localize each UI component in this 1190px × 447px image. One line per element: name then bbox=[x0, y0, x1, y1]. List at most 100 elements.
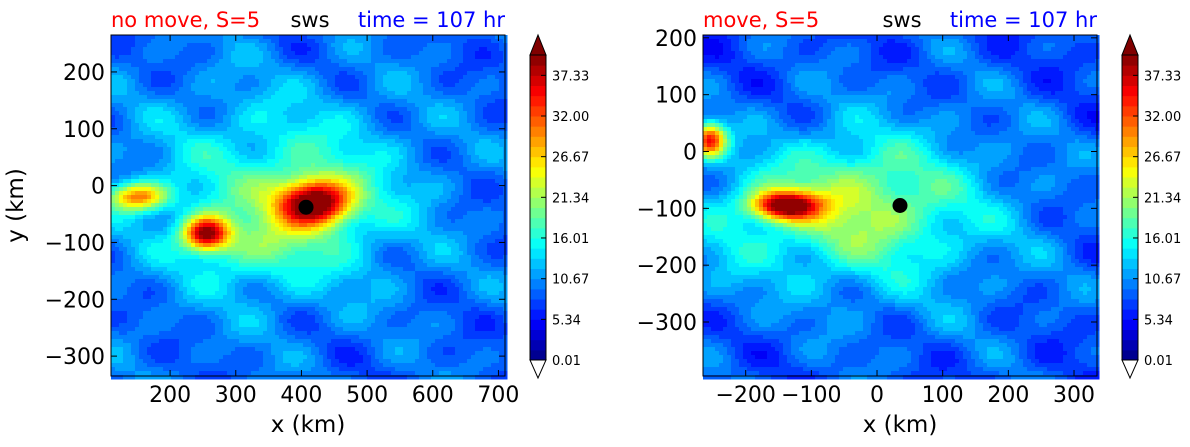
field-cell bbox=[447, 75, 452, 80]
field-cell bbox=[375, 119, 380, 124]
field-cell bbox=[119, 67, 124, 72]
field-cell bbox=[471, 67, 476, 72]
field-cell bbox=[127, 235, 132, 240]
field-cell bbox=[179, 95, 184, 100]
field-cell bbox=[355, 207, 360, 212]
field-cell bbox=[431, 143, 436, 148]
field-cell bbox=[463, 111, 468, 116]
field-cell bbox=[315, 83, 320, 88]
field-cell bbox=[111, 87, 116, 92]
field-cell bbox=[147, 55, 152, 60]
field-cell bbox=[415, 199, 420, 204]
field-cell bbox=[483, 39, 488, 44]
field-cell bbox=[419, 151, 424, 156]
field-cell bbox=[399, 83, 404, 88]
field-cell bbox=[271, 63, 276, 68]
field-cell bbox=[239, 179, 244, 184]
field-cell bbox=[135, 39, 140, 44]
field-cell bbox=[127, 59, 132, 64]
field-cell bbox=[315, 155, 320, 160]
field-cell bbox=[211, 159, 216, 164]
field-cell bbox=[499, 39, 504, 44]
field-cell bbox=[231, 59, 236, 64]
field-cell bbox=[323, 207, 328, 212]
field-cell bbox=[319, 211, 324, 216]
field-cell bbox=[195, 103, 200, 108]
field-cell bbox=[475, 195, 480, 200]
field-cell bbox=[283, 223, 288, 228]
field-cell bbox=[143, 75, 148, 80]
field-cell bbox=[459, 67, 464, 72]
field-cell bbox=[343, 171, 348, 176]
field-cell bbox=[439, 115, 444, 120]
field-cell bbox=[251, 219, 256, 224]
field-cell bbox=[175, 175, 180, 180]
field-cell bbox=[399, 143, 404, 148]
field-cell bbox=[227, 35, 232, 40]
field-cell bbox=[231, 35, 236, 40]
field-cell bbox=[459, 159, 464, 164]
field-cell bbox=[479, 63, 484, 68]
field-cell bbox=[123, 75, 128, 80]
field-cell bbox=[227, 203, 232, 208]
field-cell bbox=[195, 167, 200, 172]
field-cell bbox=[351, 43, 356, 48]
field-cell bbox=[183, 59, 188, 64]
field-cell bbox=[115, 159, 120, 164]
field-cell bbox=[195, 199, 200, 204]
field-cell bbox=[475, 71, 480, 76]
field-cell bbox=[271, 211, 276, 216]
field-cell bbox=[331, 43, 336, 48]
field-cell bbox=[159, 227, 164, 232]
field-cell bbox=[243, 55, 248, 60]
field-cell bbox=[499, 43, 504, 48]
field-cell bbox=[487, 215, 492, 220]
field-cell bbox=[423, 71, 428, 76]
field-cell bbox=[111, 107, 116, 112]
field-cell bbox=[347, 91, 352, 96]
field-cell bbox=[343, 95, 348, 100]
field-cell bbox=[163, 179, 168, 184]
field-cell bbox=[167, 139, 172, 144]
field-cell bbox=[143, 219, 148, 224]
field-cell bbox=[379, 39, 384, 44]
field-cell bbox=[151, 159, 156, 164]
field-cell bbox=[183, 135, 188, 140]
field-cell bbox=[231, 123, 236, 128]
field-cell bbox=[159, 103, 164, 108]
field-cell bbox=[115, 203, 120, 208]
field-cell bbox=[191, 195, 196, 200]
field-cell bbox=[223, 171, 228, 176]
field-cell bbox=[395, 191, 400, 196]
field-cell bbox=[323, 87, 328, 92]
field-cell bbox=[451, 55, 456, 60]
field-cell bbox=[267, 55, 272, 60]
field-cell bbox=[167, 95, 172, 100]
field-cell bbox=[439, 163, 444, 168]
field-cell bbox=[463, 171, 468, 176]
field-cell bbox=[243, 51, 248, 56]
field-cell bbox=[323, 143, 328, 148]
field-cell bbox=[183, 187, 188, 192]
field-cell bbox=[343, 203, 348, 208]
field-cell bbox=[399, 147, 404, 152]
field-cell bbox=[423, 47, 428, 52]
field-cell bbox=[239, 207, 244, 212]
field-cell bbox=[275, 171, 280, 176]
field-cell bbox=[139, 47, 144, 52]
field-cell bbox=[175, 143, 180, 148]
field-cell bbox=[171, 51, 176, 56]
field-cell bbox=[355, 99, 360, 104]
field-cell bbox=[399, 203, 404, 208]
field-cell bbox=[419, 219, 424, 224]
field-cell bbox=[339, 71, 344, 76]
field-cell bbox=[255, 227, 260, 232]
field-cell bbox=[479, 159, 484, 164]
field-cell bbox=[343, 231, 348, 236]
field-cell bbox=[283, 191, 288, 196]
field-cell bbox=[159, 155, 164, 160]
field-cell bbox=[163, 151, 168, 156]
field-cell bbox=[255, 79, 260, 84]
field-cell bbox=[259, 123, 264, 128]
field-cell bbox=[487, 79, 492, 84]
